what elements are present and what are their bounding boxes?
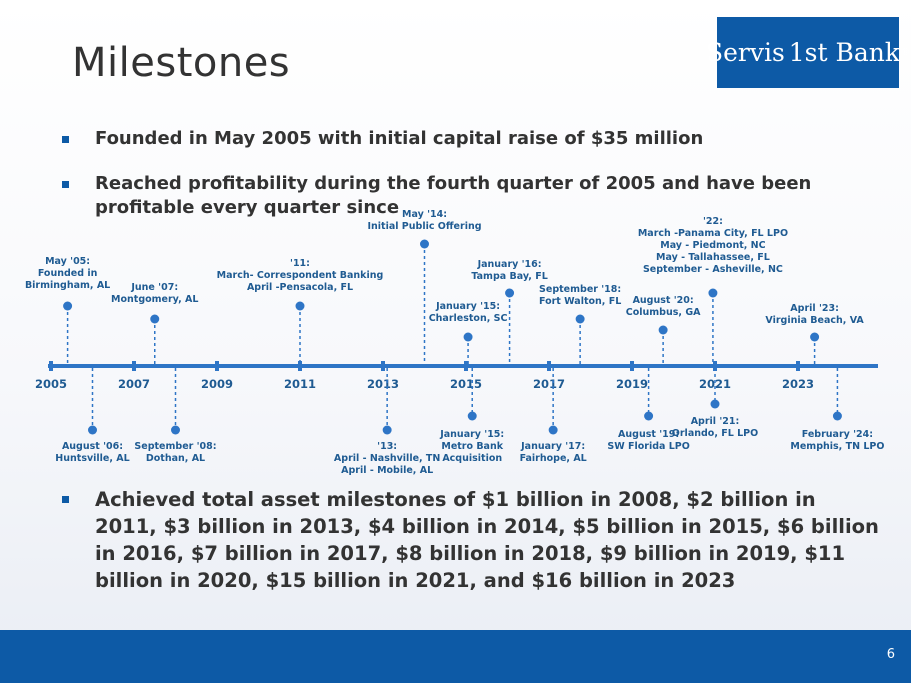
- milestone-dot: [644, 411, 654, 421]
- bullet-asset-milestones: Achieved total asset milestones of $1 bi…: [60, 486, 880, 594]
- milestone-label: Birmingham, AL: [25, 280, 110, 291]
- milestone-dot: [88, 425, 97, 435]
- milestone-label: Charleston, SC: [429, 313, 508, 324]
- milestone-label: August '19:: [618, 429, 679, 440]
- servisfirst-bank-logo: Servis 1st Bank ®: [706, 17, 910, 88]
- milestone-label: January '15:: [435, 301, 500, 312]
- logo-text-bank: 1st Bank: [788, 38, 901, 67]
- milestone-label: April - Nashville, TN: [334, 453, 440, 464]
- milestone-label: '22:: [703, 216, 723, 227]
- milestone-label: Initial Public Offering: [367, 221, 481, 232]
- milestone-label: Acquisition: [442, 453, 502, 464]
- milestone-label: January '15:: [439, 429, 504, 440]
- milestone-label: April '21:: [691, 416, 740, 427]
- milestone-label: January '16:: [477, 259, 542, 270]
- bullet-profitability: Reached profitability during the fourth …: [60, 172, 880, 220]
- logo-text-servis: Servis: [705, 38, 785, 67]
- milestone-label: Tampa Bay, FL: [471, 271, 547, 282]
- milestone-label: March -Panama City, FL LPO: [638, 228, 788, 239]
- milestone-label: Dothan, AL: [146, 453, 205, 464]
- milestone-label: Metro Bank: [441, 441, 503, 452]
- milestone-label: May '05:: [45, 256, 90, 267]
- milestone-dot: [382, 425, 392, 435]
- year-tick: [132, 361, 136, 371]
- milestone-label: Columbus, GA: [626, 307, 701, 318]
- milestone-label: SW Florida LPO: [607, 441, 689, 452]
- year-label: 2011: [284, 377, 316, 391]
- milestone-dot: [810, 332, 820, 342]
- milestone-dot: [295, 301, 305, 311]
- year-label: 2013: [367, 377, 399, 391]
- bullet-square-icon: [62, 136, 69, 143]
- milestone-label: September '18:: [539, 284, 621, 295]
- milestone-dot: [463, 332, 473, 342]
- milestone-dot: [505, 288, 515, 298]
- year-tick: [464, 361, 468, 371]
- milestone-label: May - Tallahassee, FL: [656, 252, 770, 263]
- milestone-label: April '23:: [790, 303, 839, 314]
- year-label: 2021: [699, 377, 731, 391]
- year-tick: [298, 361, 302, 371]
- bullet-text: Founded in May 2005 with initial capital…: [95, 128, 704, 149]
- milestone-label: September '08:: [134, 441, 216, 452]
- milestone-dot: [658, 325, 668, 335]
- milestone-label: August '20:: [633, 295, 694, 306]
- milestone-label: Founded in: [38, 268, 98, 279]
- footer-bar: 6: [0, 630, 911, 683]
- milestone-timeline: 2005 2007 2009 2011 2013 2015 2017 2019 2021 2023…: [25, 209, 884, 476]
- milestone-label: April -Pensacola, FL: [247, 282, 353, 293]
- milestone-label: Fort Walton, FL: [539, 296, 621, 307]
- milestone-dot: [575, 314, 585, 324]
- milestone-label: January '17:: [520, 441, 585, 452]
- milestone-dot: [171, 425, 180, 435]
- year-tick: [630, 361, 634, 371]
- milestone-dot: [63, 301, 73, 311]
- milestone-label: Fairhope, AL: [520, 453, 587, 464]
- milestone-label: Memphis, TN LPO: [790, 441, 884, 452]
- bullet-founded: Founded in May 2005 with initial capital…: [60, 127, 880, 151]
- bullet-square-icon: [62, 496, 69, 503]
- year-label: 2015: [450, 377, 482, 391]
- year-tick: [49, 361, 53, 371]
- milestone-label: April - Mobile, AL: [341, 465, 433, 476]
- bullet-text: Reached profitability during the fourth …: [95, 173, 812, 218]
- year-tick: [381, 361, 385, 371]
- year-tick: [215, 361, 219, 371]
- milestone-label: May - Piedmont, NC: [660, 240, 765, 251]
- year-label: 2017: [533, 377, 565, 391]
- milestone-label: August '06:: [62, 441, 123, 452]
- milestone-label: '13:: [377, 441, 397, 452]
- milestone-label: March- Correspondent Banking: [217, 270, 384, 281]
- milestone-dot: [420, 239, 429, 249]
- milestone-label: May '14:: [402, 209, 447, 220]
- page-title: Milestones: [72, 40, 291, 86]
- logo-registered-mark: ®: [901, 47, 911, 58]
- milestone-label: Orlando, FL LPO: [672, 428, 758, 439]
- bullet-square-icon: [62, 181, 69, 188]
- milestone-dot: [150, 314, 160, 324]
- year-label: 2023: [782, 377, 814, 391]
- year-label: 2009: [201, 377, 233, 391]
- milestone-dot: [832, 411, 842, 421]
- milestone-label: Huntsville, AL: [55, 453, 129, 464]
- milestone-dot: [548, 425, 558, 435]
- year-label: 2007: [118, 377, 150, 391]
- milestone-dot: [710, 399, 720, 409]
- year-tick: [547, 361, 551, 371]
- milestone-label: Virginia Beach, VA: [765, 315, 864, 326]
- year-label: 2019: [616, 377, 648, 391]
- milestone-dot: [708, 288, 718, 298]
- page-number: 6: [886, 647, 895, 662]
- milestone-label: '11:: [290, 258, 310, 269]
- year-tick: [796, 361, 800, 371]
- milestone-dot: [467, 411, 477, 421]
- bullet-text: Achieved total asset milestones of $1 bi…: [95, 488, 879, 592]
- milestone-label: June '07:: [130, 282, 178, 293]
- year-tick: [713, 361, 717, 371]
- milestone-label: September - Asheville, NC: [643, 264, 783, 275]
- year-label: 2005: [35, 377, 67, 391]
- milestone-label: February '24:: [802, 429, 873, 440]
- milestone-label: Montgomery, AL: [111, 294, 198, 305]
